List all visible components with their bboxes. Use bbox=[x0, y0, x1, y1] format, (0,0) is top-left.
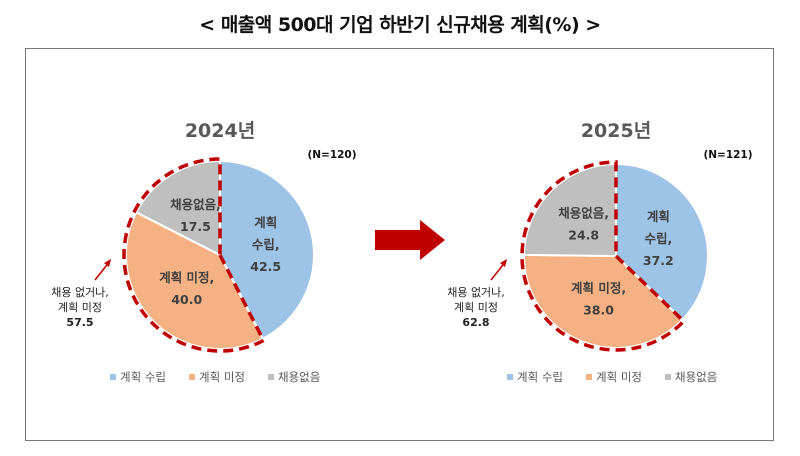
annotation-text: 채용 없거나, bbox=[447, 286, 505, 299]
legend-swatch bbox=[586, 374, 592, 380]
pie-slice bbox=[615, 162, 709, 322]
slice-label: 38.0 bbox=[583, 303, 614, 318]
annotation-text: 계획 미정 bbox=[454, 301, 498, 314]
annotation-text: 계획 미정 bbox=[58, 301, 102, 314]
pie-slice bbox=[134, 159, 221, 257]
legend-label: 채용없음 bbox=[675, 370, 717, 384]
arrow-head-icon bbox=[500, 259, 507, 267]
arrow-head-icon bbox=[104, 259, 111, 267]
legend-swatch bbox=[189, 374, 195, 380]
pie-slice bbox=[523, 253, 684, 349]
slice-label: 17.5 bbox=[180, 219, 211, 234]
pie-slice bbox=[522, 162, 617, 258]
slice-label: 계획 bbox=[647, 209, 670, 224]
chart-title: 2024년 bbox=[185, 120, 255, 142]
page-title: < 매출액 500대 기업 하반기 신규채용 계획(%) > bbox=[199, 14, 601, 36]
legend-label: 채용없음 bbox=[278, 370, 320, 384]
slice-label: 24.8 bbox=[568, 227, 599, 242]
slice-label: 수립, bbox=[644, 231, 672, 246]
annotation-text: 채용 없거나, bbox=[51, 286, 109, 299]
slice-label: 채용없음, bbox=[558, 205, 609, 220]
slice-label: 42.5 bbox=[250, 259, 281, 274]
slice-label: 수립, bbox=[252, 237, 280, 252]
legend-label: 계획 미정 bbox=[199, 370, 245, 384]
slice-label: 계획 bbox=[254, 215, 277, 230]
annotation-text: 62.8 bbox=[462, 316, 489, 329]
annotation-text: 57.5 bbox=[66, 316, 93, 329]
n-label: (N=121) bbox=[703, 149, 752, 161]
pie-slice bbox=[125, 210, 265, 350]
legend-label: 계획 수립 bbox=[120, 370, 166, 384]
pie-slice bbox=[219, 159, 315, 341]
slice-label: 40.0 bbox=[171, 292, 202, 307]
legend-swatch bbox=[110, 374, 116, 380]
legend-swatch bbox=[507, 374, 513, 380]
slice-label: 계획 미정, bbox=[571, 281, 626, 296]
chart-title: 2025년 bbox=[581, 120, 651, 142]
highlight-outline bbox=[520, 160, 687, 352]
n-label: (N=120) bbox=[307, 149, 356, 161]
legend-swatch bbox=[665, 374, 671, 380]
chart-frame bbox=[25, 48, 774, 441]
right-arrow-icon bbox=[375, 220, 445, 260]
slice-label: 37.2 bbox=[643, 253, 674, 268]
slice-label: 채용없음, bbox=[170, 197, 221, 212]
legend-label: 계획 수립 bbox=[517, 370, 563, 384]
slice-label: 계획 미정, bbox=[159, 270, 214, 285]
legend-swatch bbox=[268, 374, 274, 380]
legend-label: 계획 미정 bbox=[596, 370, 642, 384]
